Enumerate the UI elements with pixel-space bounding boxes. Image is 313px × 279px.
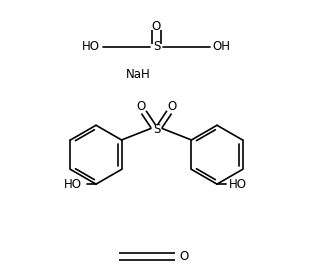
Text: HO: HO	[82, 40, 100, 54]
Text: S: S	[153, 40, 160, 54]
Text: O: O	[152, 20, 161, 33]
Text: NaH: NaH	[126, 68, 150, 81]
Text: S: S	[153, 123, 160, 136]
Text: O: O	[136, 100, 145, 113]
Text: O: O	[180, 250, 189, 263]
Text: O: O	[168, 100, 177, 113]
Text: HO: HO	[228, 178, 246, 191]
Text: HO: HO	[64, 178, 82, 191]
Text: OH: OH	[213, 40, 231, 54]
